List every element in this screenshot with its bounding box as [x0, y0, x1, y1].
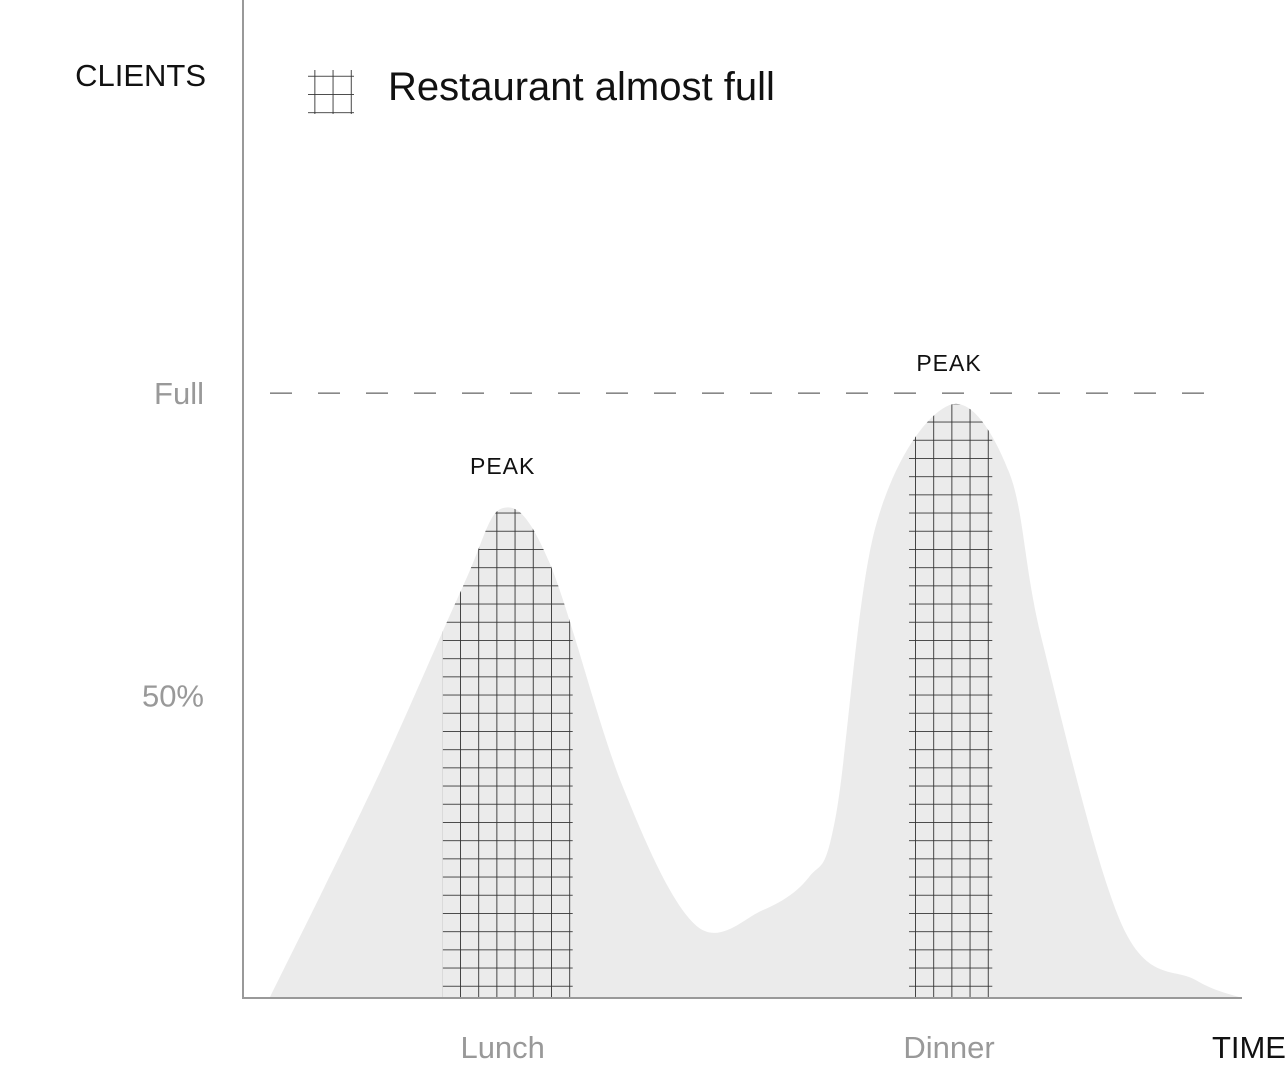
peak-region-2 [909, 403, 993, 998]
legend-label: Restaurant almost full [388, 65, 775, 109]
x-axis-title: TIME [1212, 1030, 1286, 1065]
x-tick-label: Lunch [460, 1030, 544, 1065]
peak-region-1 [442, 403, 573, 998]
x-tick-label: Dinner [903, 1030, 994, 1065]
y-tick-label: Full [154, 376, 204, 411]
occupancy-area [269, 403, 1243, 998]
peak-label: PEAK [470, 453, 535, 479]
legend-grid-icon [308, 70, 354, 114]
x-tick-labels: Lunch Dinner [460, 1030, 994, 1065]
peak-label: PEAK [916, 350, 981, 376]
peak-labels: PEAK PEAK [470, 350, 981, 479]
peak-highlight-layer [442, 403, 993, 998]
y-tick-labels: Full 50% [142, 376, 204, 713]
occupancy-area-layer [269, 403, 1243, 998]
y-tick-label: 50% [142, 679, 204, 714]
legend: Restaurant almost full [308, 65, 775, 114]
y-axis-title: CLIENTS [75, 58, 206, 93]
